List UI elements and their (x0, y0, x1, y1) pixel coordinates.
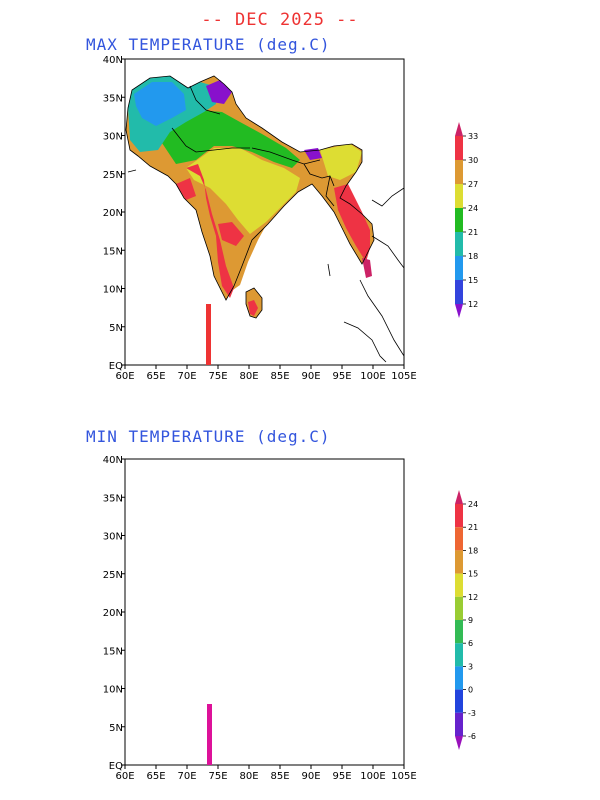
y-tick-label: 20N (103, 208, 123, 219)
y-tick-label: 15N (103, 246, 123, 257)
max-axis-labels: 60E 65E 70E 75E 80E 85E 90E 95E 100E 105E EQ 5N 10N 1… (103, 55, 417, 382)
legend-color-swatch (455, 527, 463, 551)
x-tick-label: 65E (146, 771, 165, 782)
legend-color-swatch (455, 689, 463, 713)
main-title: -- DEC 2025 -- (201, 10, 359, 30)
legend-color-swatch (455, 712, 463, 736)
max-vertical-marker (206, 304, 211, 365)
x-tick-label: 65E (146, 371, 165, 382)
x-tick-label: 60E (115, 371, 134, 382)
legend-level-label: 0 (468, 686, 473, 695)
max-panel-title: MAX TEMPERATURE (deg.C) (86, 35, 331, 54)
legend-level-label: 3 (468, 662, 473, 671)
y-tick-label: EQ (109, 761, 123, 772)
legend-color-swatch (455, 620, 463, 644)
legend-level-label: 12 (468, 300, 478, 309)
legend-level-label: 21 (468, 228, 478, 237)
x-tick-label: 100E (360, 371, 385, 382)
x-tick-label: 80E (239, 371, 258, 382)
x-tick-label: 95E (332, 371, 351, 382)
legend-level-label: 24 (468, 204, 478, 213)
legend-level-label: 12 (468, 593, 478, 602)
legend-color-swatch (455, 573, 463, 597)
legend-level-label: 18 (468, 252, 478, 261)
x-tick-label: 70E (177, 371, 196, 382)
y-tick-label: 10N (103, 685, 123, 696)
min-map: 60E 65E 70E 75E 80E 85E 90E 95E 100E 105E EQ 5N 10N 1… (103, 455, 417, 782)
x-tick-label: 100E (360, 771, 385, 782)
legend-color-swatch (455, 184, 463, 208)
x-tick-label: 105E (391, 371, 416, 382)
y-tick-label: 40N (103, 55, 123, 66)
min-legend: 24 21 18 15 12 9 6 3 0 -3 -6 (455, 490, 478, 750)
min-vertical-marker (207, 704, 212, 765)
y-tick-label: 5N (109, 323, 123, 334)
x-tick-label: 75E (208, 371, 227, 382)
legend-level-label: 27 (468, 180, 478, 189)
x-tick-label: 90E (301, 771, 320, 782)
legend-level-label: 15 (468, 570, 478, 579)
x-tick-label: 85E (270, 771, 289, 782)
legend-level-label: 6 (468, 639, 473, 648)
legend-color-swatch (455, 504, 463, 528)
x-tick-label: 75E (208, 771, 227, 782)
legend-color-swatch (455, 304, 463, 318)
legend-color-swatch (455, 596, 463, 620)
y-tick-label: 30N (103, 132, 123, 143)
y-tick-label: 5N (109, 723, 123, 734)
y-tick-label: 35N (103, 93, 123, 104)
x-tick-label: 85E (270, 371, 289, 382)
legend-color-swatch (455, 208, 463, 232)
max-map: 60E 65E 70E 75E 80E 85E 90E 95E 100E 105E EQ 5N 10N 1… (103, 55, 417, 382)
legend-color-swatch (455, 280, 463, 304)
legend-level-label: -6 (468, 732, 476, 741)
x-tick-label: 80E (239, 771, 258, 782)
legend-color-swatch (455, 643, 463, 667)
legend-color-swatch (455, 256, 463, 280)
y-tick-label: 35N (103, 493, 123, 504)
y-tick-label: 25N (103, 170, 123, 181)
legend-level-label: 24 (468, 500, 478, 509)
min-axis-labels: 60E 65E 70E 75E 80E 85E 90E 95E 100E 105E EQ 5N 10N 1… (103, 455, 417, 782)
legend-color-swatch (455, 122, 463, 136)
legend-level-label: 15 (468, 276, 478, 285)
legend-level-label: 33 (468, 132, 478, 141)
legend-level-label: 9 (468, 616, 473, 625)
legend-color-swatch (455, 666, 463, 690)
legend-color-swatch (455, 160, 463, 184)
y-tick-label: 25N (103, 570, 123, 581)
legend-color-swatch (455, 232, 463, 256)
min-panel-title: MIN TEMPERATURE (deg.C) (86, 427, 331, 446)
legend-level-label: -3 (468, 709, 476, 718)
legend-color-swatch (455, 550, 463, 574)
x-tick-label: 95E (332, 771, 351, 782)
legend-level-label: 18 (468, 546, 478, 555)
x-tick-label: 70E (177, 771, 196, 782)
y-tick-label: 15N (103, 646, 123, 657)
legend-color-swatch (455, 736, 463, 750)
y-tick-label: 40N (103, 455, 123, 466)
legend-color-swatch (455, 490, 463, 504)
legend-level-label: 30 (468, 156, 478, 165)
x-tick-label: 105E (391, 771, 416, 782)
max-legend: 33 30 27 24 21 18 15 12 (455, 122, 478, 318)
legend-color-swatch (455, 136, 463, 160)
y-tick-label: 20N (103, 608, 123, 619)
x-tick-label: 90E (301, 371, 320, 382)
y-tick-label: EQ (109, 361, 123, 372)
y-tick-label: 30N (103, 532, 123, 543)
y-tick-label: 10N (103, 285, 123, 296)
legend-level-label: 21 (468, 523, 478, 532)
x-tick-label: 60E (115, 771, 134, 782)
